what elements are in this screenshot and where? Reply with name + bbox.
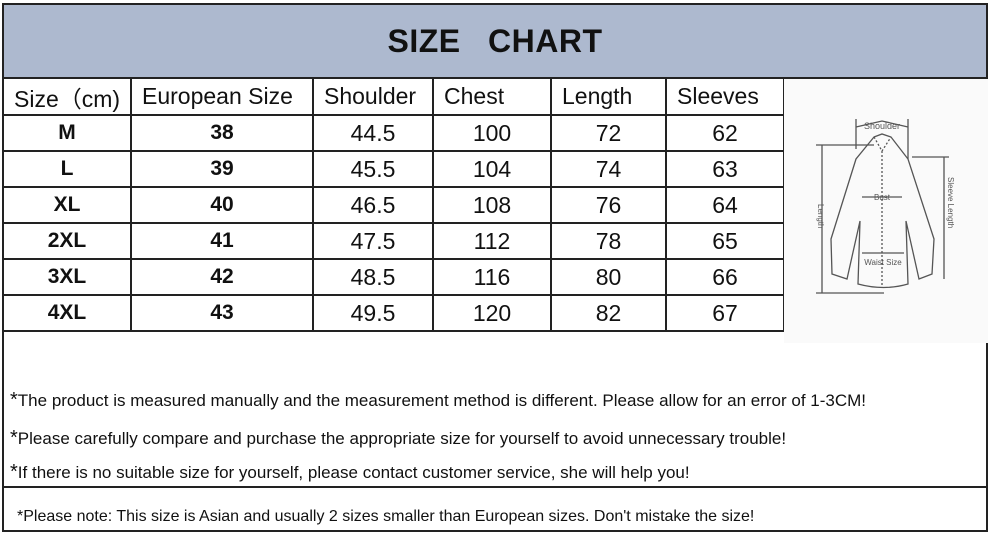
- page-title: SIZE CHART: [2, 3, 988, 79]
- cell-length: 80: [550, 258, 667, 296]
- cell-european-size: 40: [130, 186, 314, 224]
- cell-shoulder: 45.5: [312, 150, 434, 188]
- cell-chest: 100: [432, 114, 552, 152]
- cell-european-size: 42: [130, 258, 314, 296]
- cell-length: 72: [550, 114, 667, 152]
- label-bust: Bust: [874, 193, 891, 202]
- cell-chest: 120: [432, 294, 552, 332]
- label-waist: Waist Size: [864, 258, 902, 267]
- cell-size: 4XL: [2, 294, 132, 332]
- cell-length: 82: [550, 294, 667, 332]
- cell-shoulder: 44.5: [312, 114, 434, 152]
- label-length: Length: [816, 204, 825, 228]
- cell-size: XL: [2, 186, 132, 224]
- cell-sleeves: 65: [665, 222, 785, 260]
- cell-chest: 108: [432, 186, 552, 224]
- cell-chest: 116: [432, 258, 552, 296]
- cell-sleeves: 63: [665, 150, 785, 188]
- table-row: M 38 44.5 100 72 62: [2, 114, 785, 152]
- note-2: *Please carefully compare and purchase t…: [10, 427, 787, 449]
- cell-european-size: 39: [130, 150, 314, 188]
- header-sleeves: Sleeves: [665, 77, 785, 116]
- cell-sleeves: 62: [665, 114, 785, 152]
- cell-size: M: [2, 114, 132, 152]
- cell-length: 76: [550, 186, 667, 224]
- cell-shoulder: 48.5: [312, 258, 434, 296]
- table-row: XL 40 46.5 108 76 64: [2, 186, 785, 224]
- cell-shoulder: 47.5: [312, 222, 434, 260]
- cell-european-size: 41: [130, 222, 314, 260]
- note-1: *The product is measured manually and th…: [10, 389, 867, 411]
- shoulder-measure: [855, 120, 909, 128]
- table-row: 3XL 42 48.5 116 80 66: [2, 258, 785, 296]
- header-shoulder: Shoulder: [312, 77, 434, 116]
- table-row: L 39 45.5 104 74 63: [2, 150, 785, 188]
- header-row: Size（cm) European Size Shoulder Chest Le…: [2, 77, 785, 116]
- header-chest: Chest: [432, 77, 552, 116]
- cell-sleeves: 66: [665, 258, 785, 296]
- cell-sleeves: 64: [665, 186, 785, 224]
- note-3: *If there is no suitable size for yourse…: [10, 461, 690, 483]
- header-length: Length: [550, 77, 667, 116]
- cell-european-size: 43: [130, 294, 314, 332]
- cell-size: L: [2, 150, 132, 188]
- shirt-diagram: Shoulder Bust Waist Size Length Sleeve L…: [784, 79, 988, 343]
- label-shoulder: Shoulder: [864, 121, 900, 131]
- table-row: 4XL 43 49.5 120 82 67: [2, 294, 785, 332]
- cell-size: 2XL: [2, 222, 132, 260]
- cell-shoulder: 49.5: [312, 294, 434, 332]
- cell-size: 3XL: [2, 258, 132, 296]
- header-european: European Size: [130, 77, 314, 116]
- bottom-note: *Please note: This size is Asian and usu…: [2, 486, 988, 532]
- cell-chest: 104: [432, 150, 552, 188]
- label-sleeve-length: Sleeve Length: [946, 177, 955, 228]
- cell-length: 78: [550, 222, 667, 260]
- table-row: 2XL 41 47.5 112 78 65: [2, 222, 785, 260]
- cell-length: 74: [550, 150, 667, 188]
- cell-chest: 112: [432, 222, 552, 260]
- header-size: Size（cm): [2, 77, 132, 116]
- size-table: Size（cm) European Size Shoulder Chest Le…: [2, 77, 785, 332]
- cell-shoulder: 46.5: [312, 186, 434, 224]
- cell-sleeves: 67: [665, 294, 785, 332]
- cell-european-size: 38: [130, 114, 314, 152]
